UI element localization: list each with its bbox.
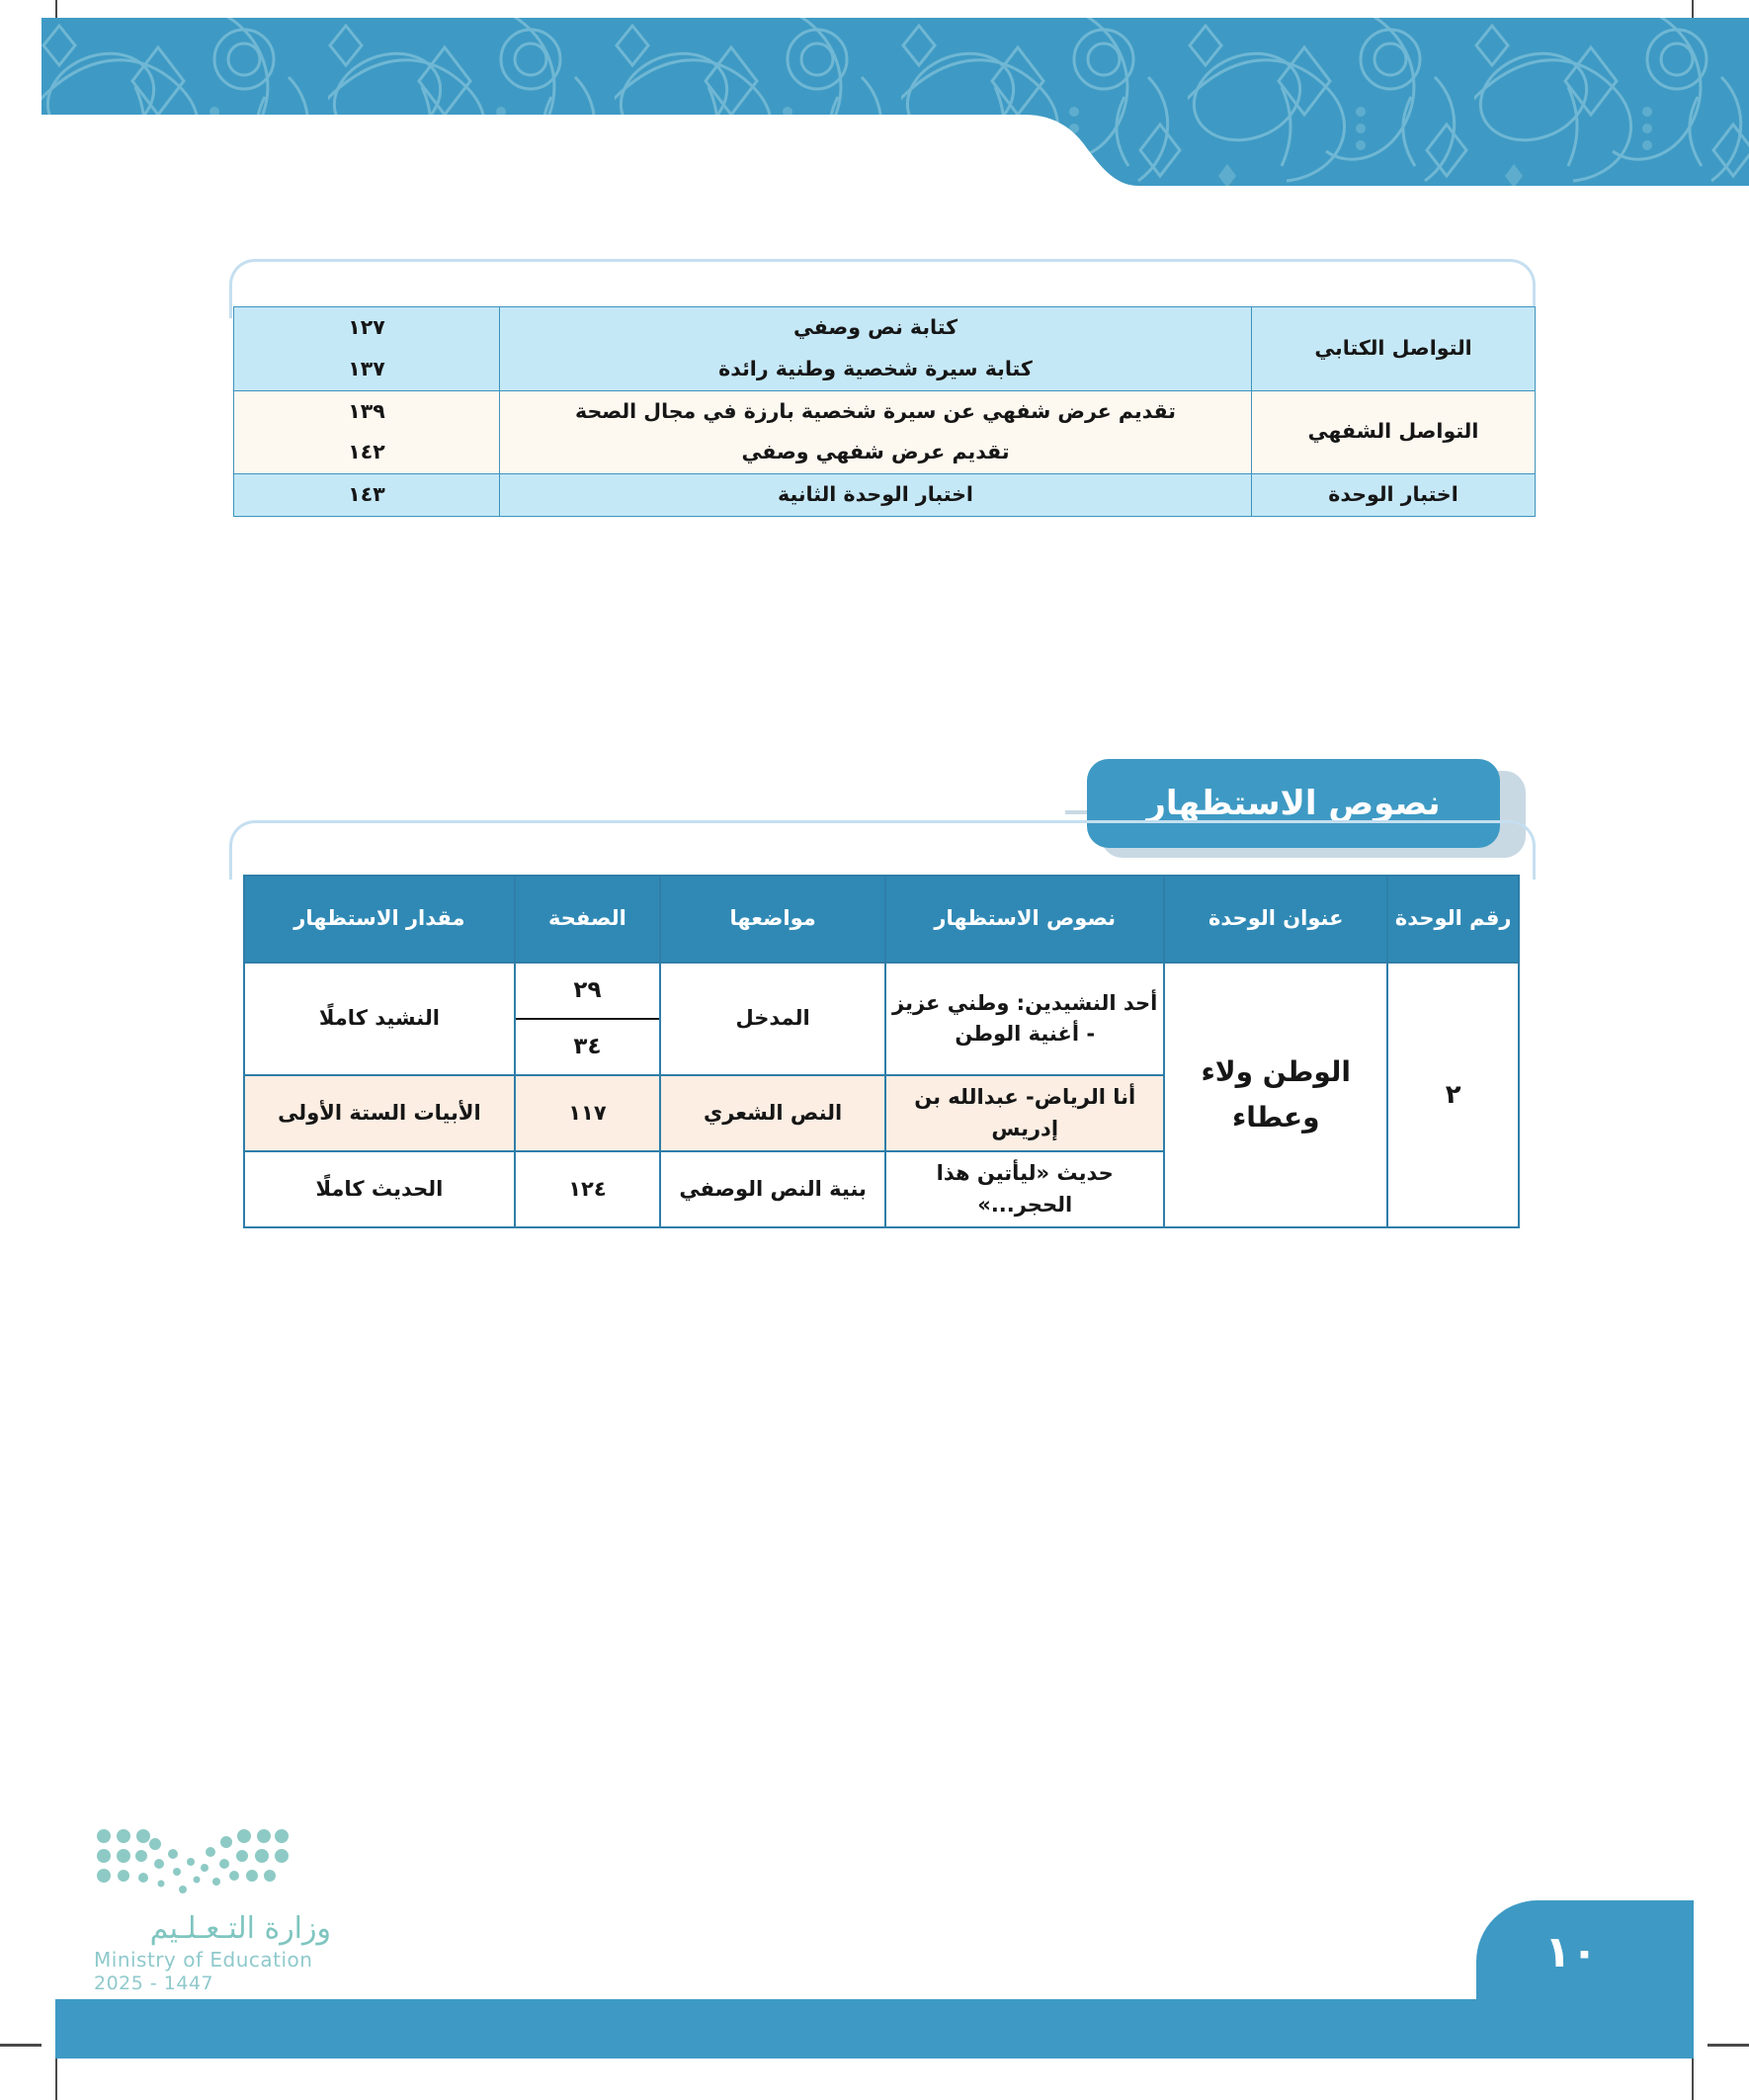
- table1-desc-line: تقديم عرض شفهي وصفي: [741, 440, 1010, 464]
- footer-band: [55, 1999, 1694, 2058]
- table-row: حديث «ليأتين هذا الحجر...» بنية النص الو…: [243, 1150, 1519, 1228]
- header-decorative-band: [42, 18, 1749, 186]
- cell-page-number: ١١٧: [513, 1074, 662, 1152]
- section-badge-wrapper: نصوص الاستظهار: [1065, 759, 1530, 862]
- table1-descriptions: اختبار الوحدة الثانية: [499, 473, 1252, 517]
- table1-category: التواصل الشفهي: [1251, 389, 1536, 475]
- table-header-row: رقم الوحدة عنوان الوحدة نصوص الاستظهار م…: [243, 875, 1520, 964]
- table-row: أنا الرياض- عبدالله بن إدريس النص الشعري…: [243, 1074, 1519, 1152]
- table1-category: اختبار الوحدة: [1251, 473, 1536, 517]
- table1-descriptions: كتابة نص وصفي كتابة سيرة شخصية وطنية رائ…: [499, 306, 1252, 391]
- ministry-logo-dots-icon: [97, 1829, 289, 1893]
- crop-mark-bottom-right: [1692, 2056, 1694, 2100]
- table1-page-number: ١٤٣: [348, 482, 385, 507]
- cell-page-number: ٢٩: [515, 964, 660, 1020]
- cell-memorization-text: حديث «ليأتين هذا الحجر...»: [884, 1150, 1166, 1228]
- header-unit-number: رقم الوحدة: [1386, 875, 1520, 964]
- cell-amount: الحديث كاملًا: [243, 1150, 516, 1228]
- cell-unit-number: ٢: [1386, 962, 1520, 1228]
- table1-page-number: ١٢٧: [348, 315, 385, 339]
- cell-place: النص الشعري: [659, 1074, 887, 1152]
- table1-page-number: ١٣٩: [348, 398, 385, 423]
- crop-mark-left-lower: [0, 2044, 42, 2047]
- cell-page-number: ١٢٤: [513, 1150, 662, 1228]
- table1-category: التواصل الكتابي: [1251, 306, 1536, 391]
- header-memorization-texts: نصوص الاستظهار: [884, 875, 1166, 964]
- table-row: اختبار الوحدة اختبار الوحدة الثانية ١٤٣: [233, 473, 1536, 517]
- table1-desc-line: اختبار الوحدة الثانية: [778, 482, 973, 507]
- header-amount: مقدار الاستظهار: [243, 875, 516, 964]
- continuation-table: التواصل الكتابي كتابة نص وصفي كتابة سيرة…: [233, 306, 1536, 517]
- cell-pages: ٢٩ ٣٤: [513, 962, 662, 1076]
- cell-amount: الأبيات الستة الأولى: [243, 1074, 516, 1152]
- cell-memorization-text: أحد النشيدين: وطني عزيز - أغنية الوطن: [884, 962, 1166, 1076]
- continuation-table-card: [229, 259, 1536, 318]
- table-row: التواصل الكتابي كتابة نص وصفي كتابة سيرة…: [233, 306, 1536, 391]
- table1-desc-line: كتابة سيرة شخصية وطنية رائدة: [718, 356, 1033, 380]
- cell-memorization-text: أنا الرياض- عبدالله بن إدريس: [884, 1074, 1166, 1152]
- ministry-logo: وزارة التـعـلـيم Ministry of Education 2…: [94, 1826, 331, 1994]
- crop-mark-right-lower: [1707, 2044, 1749, 2047]
- cell-amount: النشيد كاملًا: [243, 962, 516, 1076]
- ministry-logo-english: Ministry of Education: [94, 1948, 313, 1972]
- table1-pages: ١٤٣: [233, 473, 500, 517]
- page-number: ١٠: [1544, 1927, 1598, 1977]
- page-number-tab: [1476, 1900, 1694, 2003]
- header-places: مواضعها: [659, 875, 887, 964]
- table1-desc-line: تقديم عرض شفهي عن سيرة شخصية بارزة في مج…: [575, 398, 1176, 423]
- ministry-logo-years: 2025 - 1447: [94, 1973, 214, 1994]
- ministry-logo-arabic: وزارة التـعـلـيم: [149, 1911, 331, 1946]
- header-unit-title: عنوان الوحدة: [1163, 875, 1389, 964]
- crop-mark-bottom-left: [55, 2056, 57, 2100]
- table1-desc-line: كتابة نص وصفي: [792, 315, 958, 339]
- table1-descriptions: تقديم عرض شفهي عن سيرة شخصية بارزة في مج…: [499, 389, 1252, 475]
- table1-pages: ١٢٧ ١٣٧: [233, 306, 500, 391]
- table1-pages: ١٣٩ ١٤٢: [233, 389, 500, 475]
- table1-page-number: ١٤٢: [348, 440, 385, 464]
- cell-place: المدخل: [659, 962, 887, 1076]
- table-row: ٢ الوطن ولاء وعطاء أحد النشيدين: وطني عز…: [243, 962, 1520, 1228]
- cell-page-number: ٣٤: [573, 1034, 602, 1060]
- memorization-table-card: [229, 820, 1536, 880]
- section-badge-title: نصوص الاستظهار: [1087, 759, 1500, 848]
- cell-unit-title: الوطن ولاء وعطاء: [1163, 962, 1389, 1228]
- header-page: الصفحة: [513, 875, 662, 964]
- table-row: التواصل الشفهي تقديم عرض شفهي عن سيرة شخ…: [233, 389, 1536, 475]
- memorization-table: رقم الوحدة عنوان الوحدة نصوص الاستظهار م…: [243, 875, 1520, 1228]
- cell-place: بنية النص الوصفي: [659, 1150, 887, 1228]
- table1-page-number: ١٣٧: [348, 356, 385, 380]
